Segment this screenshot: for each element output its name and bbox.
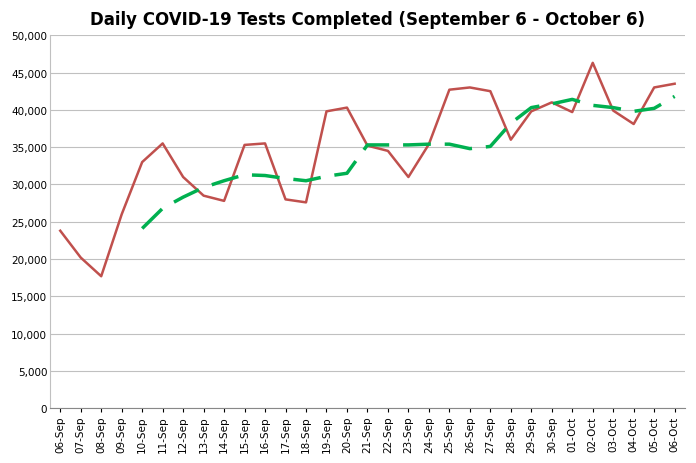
Title: Daily COVID-19 Tests Completed (September 6 - October 6): Daily COVID-19 Tests Completed (Septembe… xyxy=(90,11,645,29)
